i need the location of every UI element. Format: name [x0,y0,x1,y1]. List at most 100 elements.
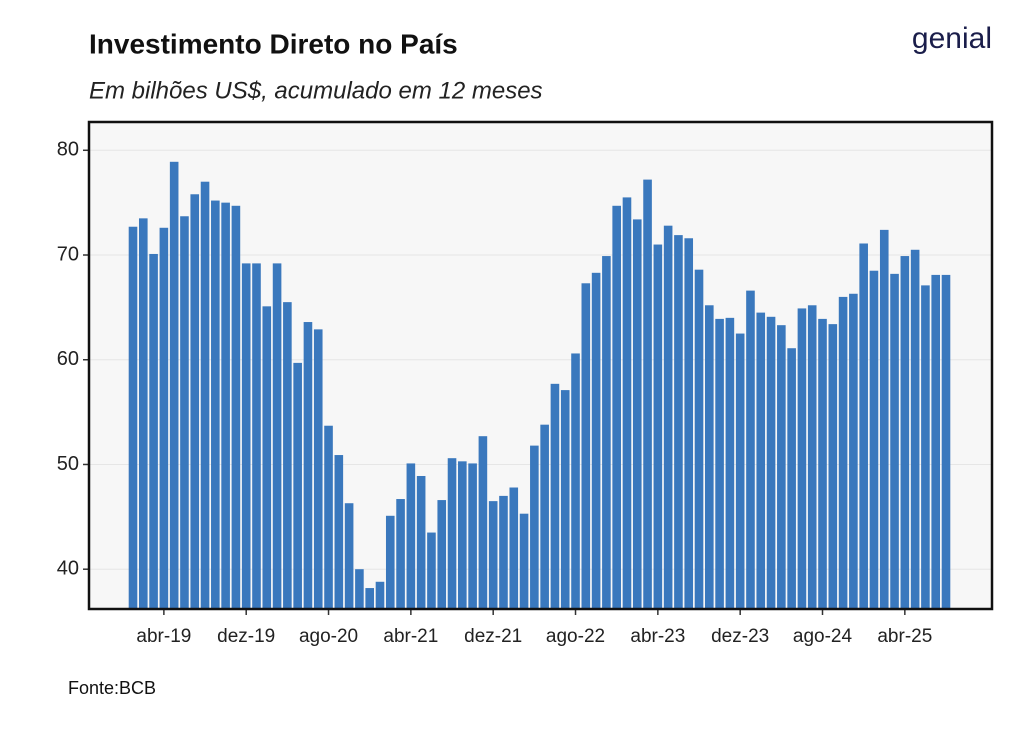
bar [735,333,745,609]
x-tick-label: ago-20 [299,626,358,647]
bar [283,302,292,609]
bar [447,458,457,609]
bar [468,463,477,609]
bar [818,318,827,609]
bar [705,305,714,609]
plot-frame [87,120,994,611]
bar [128,226,138,609]
bar [859,243,868,610]
bar [725,317,735,609]
x-tick-label: dez-23 [711,626,769,647]
bar [632,219,642,609]
bar [684,238,694,609]
y-tick-label: 40 [57,557,79,579]
bar [694,269,704,609]
bar [766,316,776,609]
bar [221,202,230,609]
bar [890,273,899,609]
y-tick-label: 80 [57,139,79,161]
bar [746,290,755,609]
y-tick-label: 70 [57,243,79,265]
bar [478,436,488,609]
bar [591,272,601,609]
bar [324,425,333,609]
bar [838,296,848,609]
bar [313,329,323,609]
bar [571,353,580,609]
bar [921,285,930,609]
bar [458,461,467,609]
bar [509,487,519,609]
bar [560,390,570,609]
bar [777,325,786,609]
chart-title: Investimento Direto no País [89,28,458,59]
source: Fonte:BCB [68,678,156,698]
bar [849,293,858,609]
bar [303,322,313,609]
x-tick-label: abr-25 [877,626,932,647]
bar [756,312,766,609]
bar [674,235,683,609]
bar [931,274,941,609]
bar [941,274,951,609]
bar [293,362,302,609]
bar [231,205,241,609]
bar [653,244,663,610]
x-tick-label: abr-23 [630,626,685,647]
x-tick-label: abr-21 [383,626,438,647]
x-tick-label: ago-22 [546,626,605,647]
bar [262,306,272,609]
x-tick-label: ago-24 [793,626,853,647]
bar [334,455,344,609]
bar [612,205,621,609]
bar [344,503,354,609]
bar [869,270,879,609]
x-tick-label: dez-19 [217,626,275,647]
bar [149,253,158,609]
chart-subtitle: Em bilhões US$, acumulado em 12 meses [89,77,543,104]
bar [355,569,364,609]
bar [910,249,920,610]
bar [427,532,436,609]
bar [375,581,385,609]
bar [211,200,220,609]
bar [715,318,724,609]
bar [663,225,673,609]
y-tick-label: 50 [57,453,79,475]
bar [252,263,261,609]
bar [643,179,652,609]
x-tick-label: dez-21 [464,626,522,647]
bar [396,499,405,609]
bar [180,216,189,610]
bar [550,383,560,609]
bar [879,229,889,610]
bar [530,445,539,609]
y-tick-label: 60 [57,348,79,370]
bar [138,218,148,609]
bar [488,501,498,609]
bar [787,348,796,609]
bar [169,161,179,609]
bar [190,194,200,609]
bar [200,181,210,609]
bar [797,308,807,609]
bar [365,588,374,609]
bar [416,475,426,609]
bar [499,495,508,609]
bar [602,256,611,609]
bar [622,197,632,610]
logo: genial [912,22,992,55]
bar [540,424,549,609]
bar [437,500,447,609]
bar [581,283,591,609]
bar [519,513,529,609]
bar [272,263,282,609]
bar [807,305,817,609]
bar [241,263,251,609]
x-tick-label: abr-19 [136,626,191,647]
bar [828,324,838,609]
bar [900,256,910,609]
bar [159,227,169,609]
bar [406,463,416,609]
